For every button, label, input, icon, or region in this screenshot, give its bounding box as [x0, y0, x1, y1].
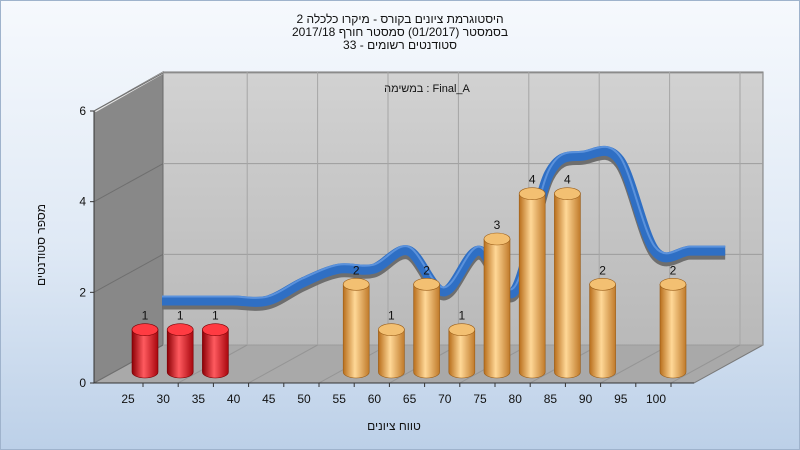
bar-cap: [448, 323, 476, 336]
trend-ribbon-highlight: [161, 145, 726, 299]
bar-series: [131, 187, 687, 379]
value-label-65: 2: [423, 263, 430, 277]
bar-65: [413, 278, 440, 379]
title-line-semester: בסמסטר (01/2017) סמסטר חורף 2017/18: [291, 25, 509, 39]
bar-cap: [166, 323, 194, 336]
title-line-course: היסטוגרמת ציונים בקורס - מיקרו כלכלה 2: [296, 12, 504, 26]
y-tick-labels: 0 2 4 6: [79, 104, 94, 390]
x-tick-labels: 25 30 35 40 45 50 55 60 65 70 75 80 85 90 95 100: [121, 383, 672, 406]
value-label-25: 1: [142, 309, 149, 323]
value-label-55: 2: [353, 263, 360, 277]
bar-cap: [518, 187, 546, 200]
value-label-75: 3: [494, 218, 501, 232]
bar-cap: [589, 278, 616, 291]
grid-line-side: [93, 163, 164, 203]
x-tick-label-95: 95: [614, 392, 628, 406]
y-tick-label-2: 2: [79, 285, 86, 299]
bar-body: [378, 329, 405, 379]
x-tick-label-100: 100: [646, 392, 666, 406]
grid-line-side: [93, 253, 164, 293]
bar-cap: [342, 278, 370, 291]
bar-85: [554, 187, 581, 379]
value-label-30: 1: [177, 309, 184, 323]
value-label-70: 1: [458, 309, 465, 323]
grid-line-floor: [248, 344, 318, 384]
bar-body: [448, 329, 476, 379]
grid-line-floor: [670, 344, 741, 384]
bar-35: [202, 323, 229, 379]
value-label-90: 2: [599, 263, 606, 277]
bar-body: [131, 329, 159, 379]
bar-30: [166, 323, 194, 379]
bar-cap: [554, 187, 581, 200]
bar-cap: [131, 323, 159, 336]
bar-cap: [483, 232, 511, 246]
x-tick-label-35: 35: [192, 392, 206, 406]
bar-body: [413, 284, 440, 379]
x-tick-label-60: 60: [368, 392, 382, 406]
value-labels: 1 1 1 2 1 2 1 3 4 4 2 2: [142, 173, 677, 323]
value-label-100: 2: [670, 263, 677, 277]
value-label-80: 4: [529, 173, 536, 187]
bar-body: [659, 284, 687, 379]
bar-100: [659, 278, 687, 379]
bar-body: [554, 193, 581, 379]
x-tick-label-70: 70: [438, 392, 452, 406]
y-tick-label-0: 0: [79, 376, 86, 390]
x-tick-label-90: 90: [579, 392, 593, 406]
value-label-60: 1: [388, 309, 395, 323]
x-tick-label-55: 55: [333, 392, 347, 406]
title-line-students: סטודנטים רשומים - 33: [343, 38, 457, 52]
trend-ribbon-top: [162, 145, 726, 307]
x-axis-title: טווח ציונים: [367, 419, 421, 433]
bar-body: [202, 329, 229, 379]
bar-80: [518, 187, 546, 379]
bar-cap: [413, 278, 440, 291]
value-label-85: 4: [564, 173, 571, 187]
x-tick-label-80: 80: [509, 392, 523, 406]
grid-line-floor: [600, 344, 670, 384]
x-tick-label-25: 25: [121, 392, 135, 406]
value-label-35: 1: [212, 309, 219, 323]
x-tick-label-65: 65: [403, 392, 417, 406]
trend-ribbon: [161, 145, 726, 311]
bar-70: [448, 323, 476, 379]
x-tick-label-50: 50: [297, 392, 311, 406]
bar-body: [518, 193, 546, 379]
bar-90: [589, 278, 616, 379]
bar-cap: [659, 278, 687, 291]
grid-line-side: [93, 72, 164, 112]
x-tick-label-45: 45: [262, 392, 276, 406]
x-tick-label-85: 85: [544, 392, 558, 406]
y-tick-label-6: 6: [79, 104, 86, 118]
bar-body: [483, 238, 511, 379]
bar-cap: [378, 323, 405, 336]
bar-body: [589, 284, 616, 379]
bar-75: [483, 232, 511, 379]
bar-25: [131, 323, 159, 379]
x-tick-label-75: 75: [473, 392, 487, 406]
y-axis-title: מספר סטודנטים: [34, 204, 48, 286]
x-tick-label-40: 40: [227, 392, 241, 406]
bar-cap: [202, 323, 229, 336]
bar-body: [342, 284, 370, 379]
y-tick-label-4: 4: [79, 195, 86, 209]
x-tick-label-30: 30: [157, 392, 171, 406]
chart-axes: [93, 111, 694, 384]
bar-60: [378, 323, 405, 379]
plot-label: במשימה : Final_A: [384, 83, 470, 95]
bar-body: [166, 329, 194, 379]
bar-55: [342, 278, 370, 379]
